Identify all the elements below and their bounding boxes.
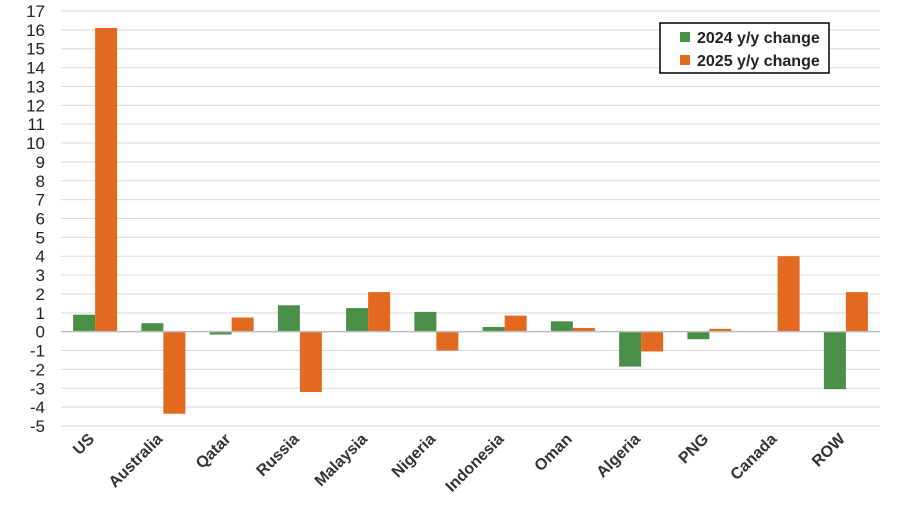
x-tick-label-algeria: Algeria [594, 431, 644, 481]
x-tick-label-us: US [70, 431, 98, 459]
y-tick-label: 6 [36, 210, 45, 229]
y-tick-label: 16 [26, 21, 45, 40]
y-tick-label: -5 [30, 417, 45, 436]
bar-2024-malaysia [346, 308, 369, 332]
legend: 2024 y/y change 2025 y/y change [659, 22, 830, 74]
y-tick-label: -1 [30, 342, 45, 361]
y-tick-label: -3 [30, 379, 45, 398]
bar-2025-nigeria [436, 331, 459, 351]
y-tick-label: 0 [36, 323, 45, 342]
y-tick-label: 7 [36, 191, 45, 210]
bar-2025-malaysia [368, 292, 391, 332]
legend-swatch-2024 [680, 32, 690, 42]
y-tick-label: 11 [27, 115, 45, 134]
x-tick-label-malaysia: Malaysia [312, 431, 371, 490]
bar-2024-row [823, 331, 846, 390]
bar-2024-qatar [209, 331, 232, 335]
bar-2025-algeria [641, 331, 664, 352]
y-tick-label: 13 [26, 77, 45, 96]
bar-2025-australia [163, 331, 186, 414]
y-tick-label: 9 [36, 153, 45, 172]
legend-label-2024: 2024 y/y change [697, 30, 820, 47]
legend-swatch-2025 [680, 55, 690, 65]
x-axis-ticks: US Australia Qatar Russia Malaysia Nigeria Ind… [70, 430, 849, 495]
bars [73, 27, 868, 414]
y-tick-label: 8 [36, 172, 45, 191]
bar-2025-qatar [231, 317, 254, 332]
x-tick-label-russia: Russia [254, 431, 303, 480]
x-tick-label-png: PNG [676, 431, 713, 468]
bar-2024-nigeria [414, 311, 437, 332]
y-tick-label: 2 [36, 285, 45, 304]
x-tick-label-canada: Canada [728, 431, 781, 484]
y-tick-label: 14 [26, 59, 45, 78]
bar-2024-indonesia [482, 326, 505, 332]
bar-2025-oman [572, 327, 595, 332]
x-tick-label-nigeria: Nigeria [389, 431, 439, 481]
x-tick-label-qatar: Qatar [193, 431, 235, 473]
legend-label-2025: 2025 y/y change [697, 53, 820, 70]
bar-2025-us [95, 27, 118, 332]
y-tick-label: 3 [36, 266, 45, 285]
x-tick-label-indonesia: Indonesia [443, 431, 508, 496]
bar-2025-canada [777, 256, 800, 332]
bar-2024-us [73, 314, 96, 332]
y-tick-label: 5 [36, 228, 45, 247]
x-tick-label-australia: Australia [106, 431, 167, 492]
y-tick-label: -4 [30, 398, 45, 417]
y-tick-label: 10 [26, 134, 45, 153]
x-tick-label-oman: Oman [532, 431, 576, 475]
y-tick-label: -2 [30, 360, 45, 379]
bar-2024-oman [550, 321, 573, 332]
y-tick-label: 1 [36, 304, 45, 323]
x-tick-label-row: ROW [809, 430, 849, 470]
bar-2024-algeria [619, 331, 642, 367]
y-tick-label: 4 [36, 247, 45, 266]
bar-2025-png [709, 328, 732, 332]
y-tick-label: 12 [26, 96, 45, 115]
y-tick-label: 17 [26, 2, 45, 21]
bar-2024-russia [277, 305, 300, 332]
bar-2024-png [687, 331, 710, 340]
bar-2024-australia [141, 323, 164, 332]
bar-2025-row [845, 292, 868, 332]
y-tick-label: 15 [26, 40, 45, 59]
bar-2025-russia [299, 331, 322, 393]
bar-2025-indonesia [504, 315, 527, 332]
